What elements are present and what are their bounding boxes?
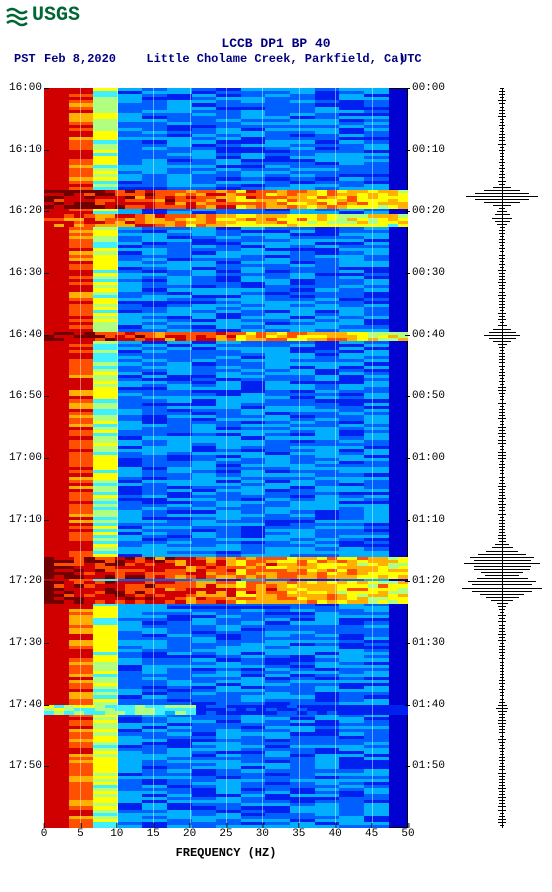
pst-tick-label: 17:50 — [9, 760, 42, 772]
utc-tick-label: 00:50 — [412, 390, 445, 402]
pst-tick-label: 16:10 — [9, 144, 42, 156]
utc-tick-label: 00:40 — [412, 329, 445, 341]
pst-tick-label: 17:10 — [9, 514, 42, 526]
x-tick-label: 5 — [77, 828, 84, 840]
x-tick-label: 45 — [365, 828, 378, 840]
utc-tick-label: 01:10 — [412, 514, 445, 526]
chart-title: LCCB DP1 BP 40 — [0, 36, 552, 51]
right-tz-label: UTC — [400, 52, 422, 66]
utc-tick-label: 00:00 — [412, 82, 445, 94]
x-axis-label: FREQUENCY (HZ) — [44, 846, 408, 860]
utc-tick-label: 00:20 — [412, 205, 445, 217]
x-tick-label: 25 — [219, 828, 232, 840]
left-tz-label: PST — [14, 52, 36, 66]
pst-tick-label: 16:30 — [9, 267, 42, 279]
x-tick-label: 10 — [110, 828, 123, 840]
utc-axis: 00:0000:1000:2000:3000:4000:5001:0001:10… — [412, 88, 452, 828]
x-tick-label: 30 — [256, 828, 269, 840]
pst-tick-label: 17:00 — [9, 452, 42, 464]
x-tick-label: 20 — [183, 828, 196, 840]
usgs-logo: USGS — [6, 4, 80, 27]
logo-text: USGS — [32, 4, 80, 27]
utc-tick-label: 01:20 — [412, 575, 445, 587]
pst-tick-label: 16:50 — [9, 390, 42, 402]
utc-tick-label: 01:00 — [412, 452, 445, 464]
spectrogram-plot — [44, 88, 408, 828]
pst-tick-label: 17:40 — [9, 699, 42, 711]
x-tick-label: 35 — [292, 828, 305, 840]
x-tick-label: 0 — [41, 828, 48, 840]
frequency-axis: 05101520253035404550 — [44, 828, 408, 848]
pst-tick-label: 17:30 — [9, 637, 42, 649]
x-tick-label: 40 — [329, 828, 342, 840]
x-tick-label: 15 — [147, 828, 160, 840]
utc-tick-label: 00:30 — [412, 267, 445, 279]
utc-tick-label: 01:40 — [412, 699, 445, 711]
pst-axis: 16:0016:1016:2016:3016:4016:5017:0017:10… — [0, 88, 42, 828]
utc-tick-label: 00:10 — [412, 144, 445, 156]
pst-tick-label: 16:20 — [9, 205, 42, 217]
utc-tick-label: 01:50 — [412, 760, 445, 772]
utc-tick-label: 01:30 — [412, 637, 445, 649]
pst-tick-label: 17:20 — [9, 575, 42, 587]
pst-tick-label: 16:00 — [9, 82, 42, 94]
x-tick-label: 50 — [401, 828, 414, 840]
date-label: Feb 8,2020 — [44, 52, 116, 66]
seismogram-trace — [462, 88, 542, 828]
pst-tick-label: 16:40 — [9, 329, 42, 341]
